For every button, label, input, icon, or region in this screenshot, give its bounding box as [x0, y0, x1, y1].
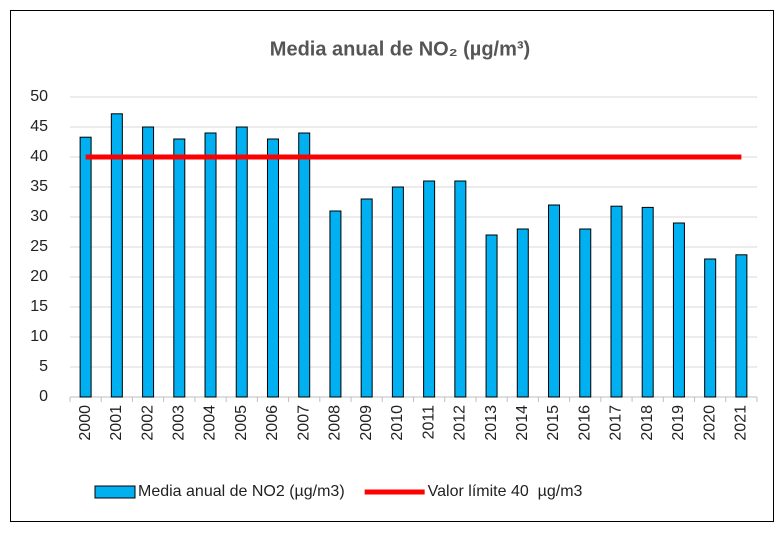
x-tick-label: 2010: [389, 405, 406, 441]
x-tick-label: 2014: [514, 405, 531, 441]
bar: [266, 138, 279, 398]
y-tick-label: 50: [30, 88, 48, 105]
bar: [735, 254, 748, 398]
y-tick-label: 0: [39, 388, 48, 405]
x-tick-label: 2012: [452, 405, 469, 441]
x-tick-label: 2015: [545, 405, 562, 441]
bar: [485, 234, 498, 398]
x-tick-label: 2005: [233, 405, 250, 441]
x-tick-label: 2006: [264, 405, 281, 441]
bar: [360, 198, 373, 398]
y-tick-label: 40: [30, 148, 48, 165]
y-tick-label: 15: [30, 298, 48, 315]
y-tick-label: 45: [30, 118, 48, 135]
x-tick-label: 2001: [108, 405, 125, 441]
x-tick-label: 2009: [358, 405, 375, 441]
bar: [142, 126, 155, 398]
y-tick-label: 10: [30, 328, 48, 345]
x-tick-label: 2016: [576, 405, 593, 441]
bar: [204, 132, 217, 398]
x-tick-label: 2020: [701, 405, 718, 441]
legend-label: Media anual de NO2 (µg/m3): [138, 483, 345, 500]
x-tick-label: 2003: [171, 405, 188, 441]
legend-label: Valor límite 40 µg/m3: [428, 483, 583, 500]
x-tick-label: 2002: [139, 405, 156, 441]
y-tick-label: 30: [30, 208, 48, 225]
bar: [548, 204, 561, 398]
x-tick-label: 2017: [608, 405, 625, 441]
bar: [79, 136, 92, 398]
legend-swatch: [94, 485, 136, 499]
bar: [235, 126, 248, 398]
x-tick-label: 2018: [639, 405, 656, 441]
bar: [641, 206, 654, 398]
bar: [173, 138, 186, 398]
chart-title: Media anual de NO₂ (µg/m³): [270, 38, 530, 60]
y-tick-label: 35: [30, 178, 48, 195]
x-tick-label: 2007: [295, 405, 312, 441]
x-tick-label: 2008: [327, 405, 344, 441]
bar: [329, 210, 342, 398]
bar: [579, 228, 592, 398]
x-tick-label: 2013: [483, 405, 500, 441]
bar: [516, 228, 529, 398]
bar: [298, 132, 311, 398]
x-tick-label: 2021: [733, 405, 750, 441]
bar: [110, 113, 123, 398]
y-tick-label: 20: [30, 268, 48, 285]
y-tick-label: 25: [30, 238, 48, 255]
bar: [610, 205, 623, 398]
x-tick-label: 2000: [77, 405, 94, 441]
x-tick-label: 2004: [202, 405, 219, 441]
bar: [391, 186, 404, 398]
bar: [423, 180, 436, 398]
x-tick-label: 2011: [420, 405, 437, 440]
bar: [704, 258, 717, 398]
y-tick-label: 5: [39, 358, 48, 375]
bar: [672, 222, 685, 398]
x-tick-label: 2019: [670, 405, 687, 441]
bar: [454, 180, 467, 398]
